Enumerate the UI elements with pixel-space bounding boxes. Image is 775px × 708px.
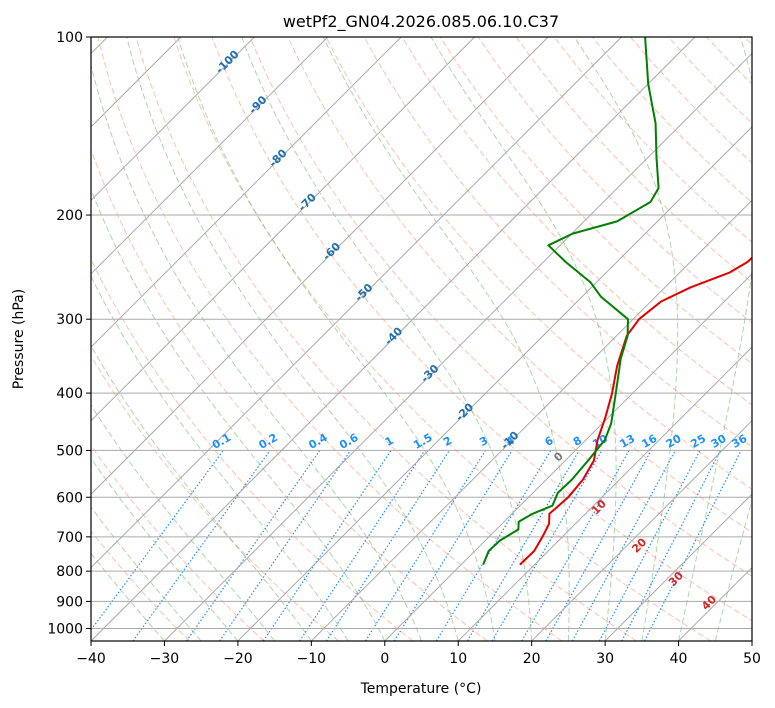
mixing-ratio-line <box>621 450 721 641</box>
moist-adiabat <box>91 188 386 641</box>
x-tick-label: 30 <box>596 651 614 667</box>
x-tick-label: −10 <box>297 651 327 667</box>
moist-adiabat <box>177 37 496 641</box>
chart-title: wetPf2_GN04.2026.085.06.10.C37 <box>283 12 559 32</box>
moist-adiabat <box>91 457 239 641</box>
y-tick-label: 400 <box>56 386 83 402</box>
isotherms <box>91 37 752 641</box>
x-tick-label: 40 <box>670 651 688 667</box>
x-tick-label: −20 <box>223 651 253 667</box>
moist-adiabat <box>91 344 312 641</box>
isotherm-line <box>531 419 752 641</box>
pressure-gridlines <box>91 37 752 629</box>
mixing-ratio-line <box>299 450 426 641</box>
y-tick-label: 300 <box>56 312 83 328</box>
x-tick-label: 20 <box>523 651 541 667</box>
isotherm-line <box>91 37 696 641</box>
moist-adiabat <box>91 506 202 641</box>
dry-adiabat <box>91 148 488 641</box>
x-tick-label: −40 <box>76 651 106 667</box>
y-tick-label: 900 <box>56 594 83 610</box>
y-tick-label: 600 <box>56 490 83 506</box>
isotherm-line <box>164 52 752 641</box>
isotherm-line <box>91 37 329 275</box>
moist-adiabat <box>430 37 617 641</box>
isotherm-line <box>91 37 402 348</box>
moist-adiabats <box>91 37 752 641</box>
isotherm-line <box>91 37 255 202</box>
mixing-ratio-line <box>132 450 271 641</box>
moist-adiabat <box>91 552 165 641</box>
isotherm-line <box>310 199 752 641</box>
y-tick-label: 500 <box>56 443 83 459</box>
y-tick-label: 1000 <box>47 621 83 637</box>
isotherm-line <box>457 346 752 641</box>
profile-series <box>482 37 752 566</box>
mixing-ratio-line <box>185 450 321 641</box>
moist-adiabat <box>91 63 422 641</box>
mixing-ratio-line <box>325 450 450 641</box>
mixing-ratio-line <box>491 450 603 641</box>
dry-adiabat <box>91 444 265 641</box>
x-tick-label: 50 <box>743 651 761 667</box>
y-tick-label: 100 <box>56 30 83 46</box>
moist-adiabat <box>91 275 349 641</box>
isotherm-line <box>384 273 752 641</box>
isotherm-line <box>604 493 752 641</box>
y-tick-label: 800 <box>56 564 83 580</box>
dry-adiabat <box>477 37 752 324</box>
dry-adiabat <box>97 37 563 641</box>
y-axis-ticks: 100 200 300 400 500 600 700 800 900 1000 <box>47 30 91 637</box>
plot-frame <box>90 36 753 642</box>
mixing-ratio-line <box>393 450 513 641</box>
dry-adiabat <box>249 37 752 577</box>
moist-adiabat <box>322 37 570 641</box>
dry-adiabat <box>439 37 752 365</box>
moist-adiabat <box>91 404 276 641</box>
x-tick-label: 10 <box>449 651 467 667</box>
isotherm-line <box>237 126 752 641</box>
mixing-ratio-line <box>521 450 630 641</box>
dewpoint-line <box>482 37 660 565</box>
dry-adiabat <box>173 37 712 641</box>
moist-adiabat <box>678 37 752 641</box>
y-axis-label: Pressure (hPa) <box>11 289 27 389</box>
mixing-ratio-line <box>598 450 701 641</box>
dry-adiabat <box>135 37 637 641</box>
mixing-ratio-line <box>364 450 487 641</box>
x-axis-label: Temperature (°C) <box>360 681 482 697</box>
x-tick-label: 0 <box>380 651 389 667</box>
moist-adiabat <box>241 37 533 641</box>
y-tick-label: 200 <box>56 208 83 224</box>
dry-adiabat <box>325 37 752 490</box>
y-tick-label: 700 <box>56 530 83 546</box>
plot-area: 0.1 0.2 0.4 0.6 1 1.5 2 3 4 6 8 10 13 16 20 25 30 36-100-… <box>91 37 752 641</box>
mixing-ratio-line <box>643 450 742 641</box>
mixing-ratio-lines <box>91 450 742 641</box>
mixing-ratio-line <box>219 450 352 641</box>
isotherm-line <box>91 37 476 422</box>
moist-adiabat <box>126 37 459 641</box>
isotherm-line <box>91 37 549 495</box>
dry-adiabat <box>401 37 752 406</box>
moist-adiabat <box>573 37 679 641</box>
dry-adiabat <box>211 37 752 622</box>
isotherm-line <box>91 37 622 569</box>
dry-adiabat <box>91 530 190 641</box>
mixing-ratio-line <box>571 450 676 641</box>
x-axis-ticks: −40 −30 −20 −10 0 10 20 30 40 50 <box>76 641 761 667</box>
mixing-ratio-line <box>91 450 224 631</box>
x-tick-label: −30 <box>150 651 180 667</box>
